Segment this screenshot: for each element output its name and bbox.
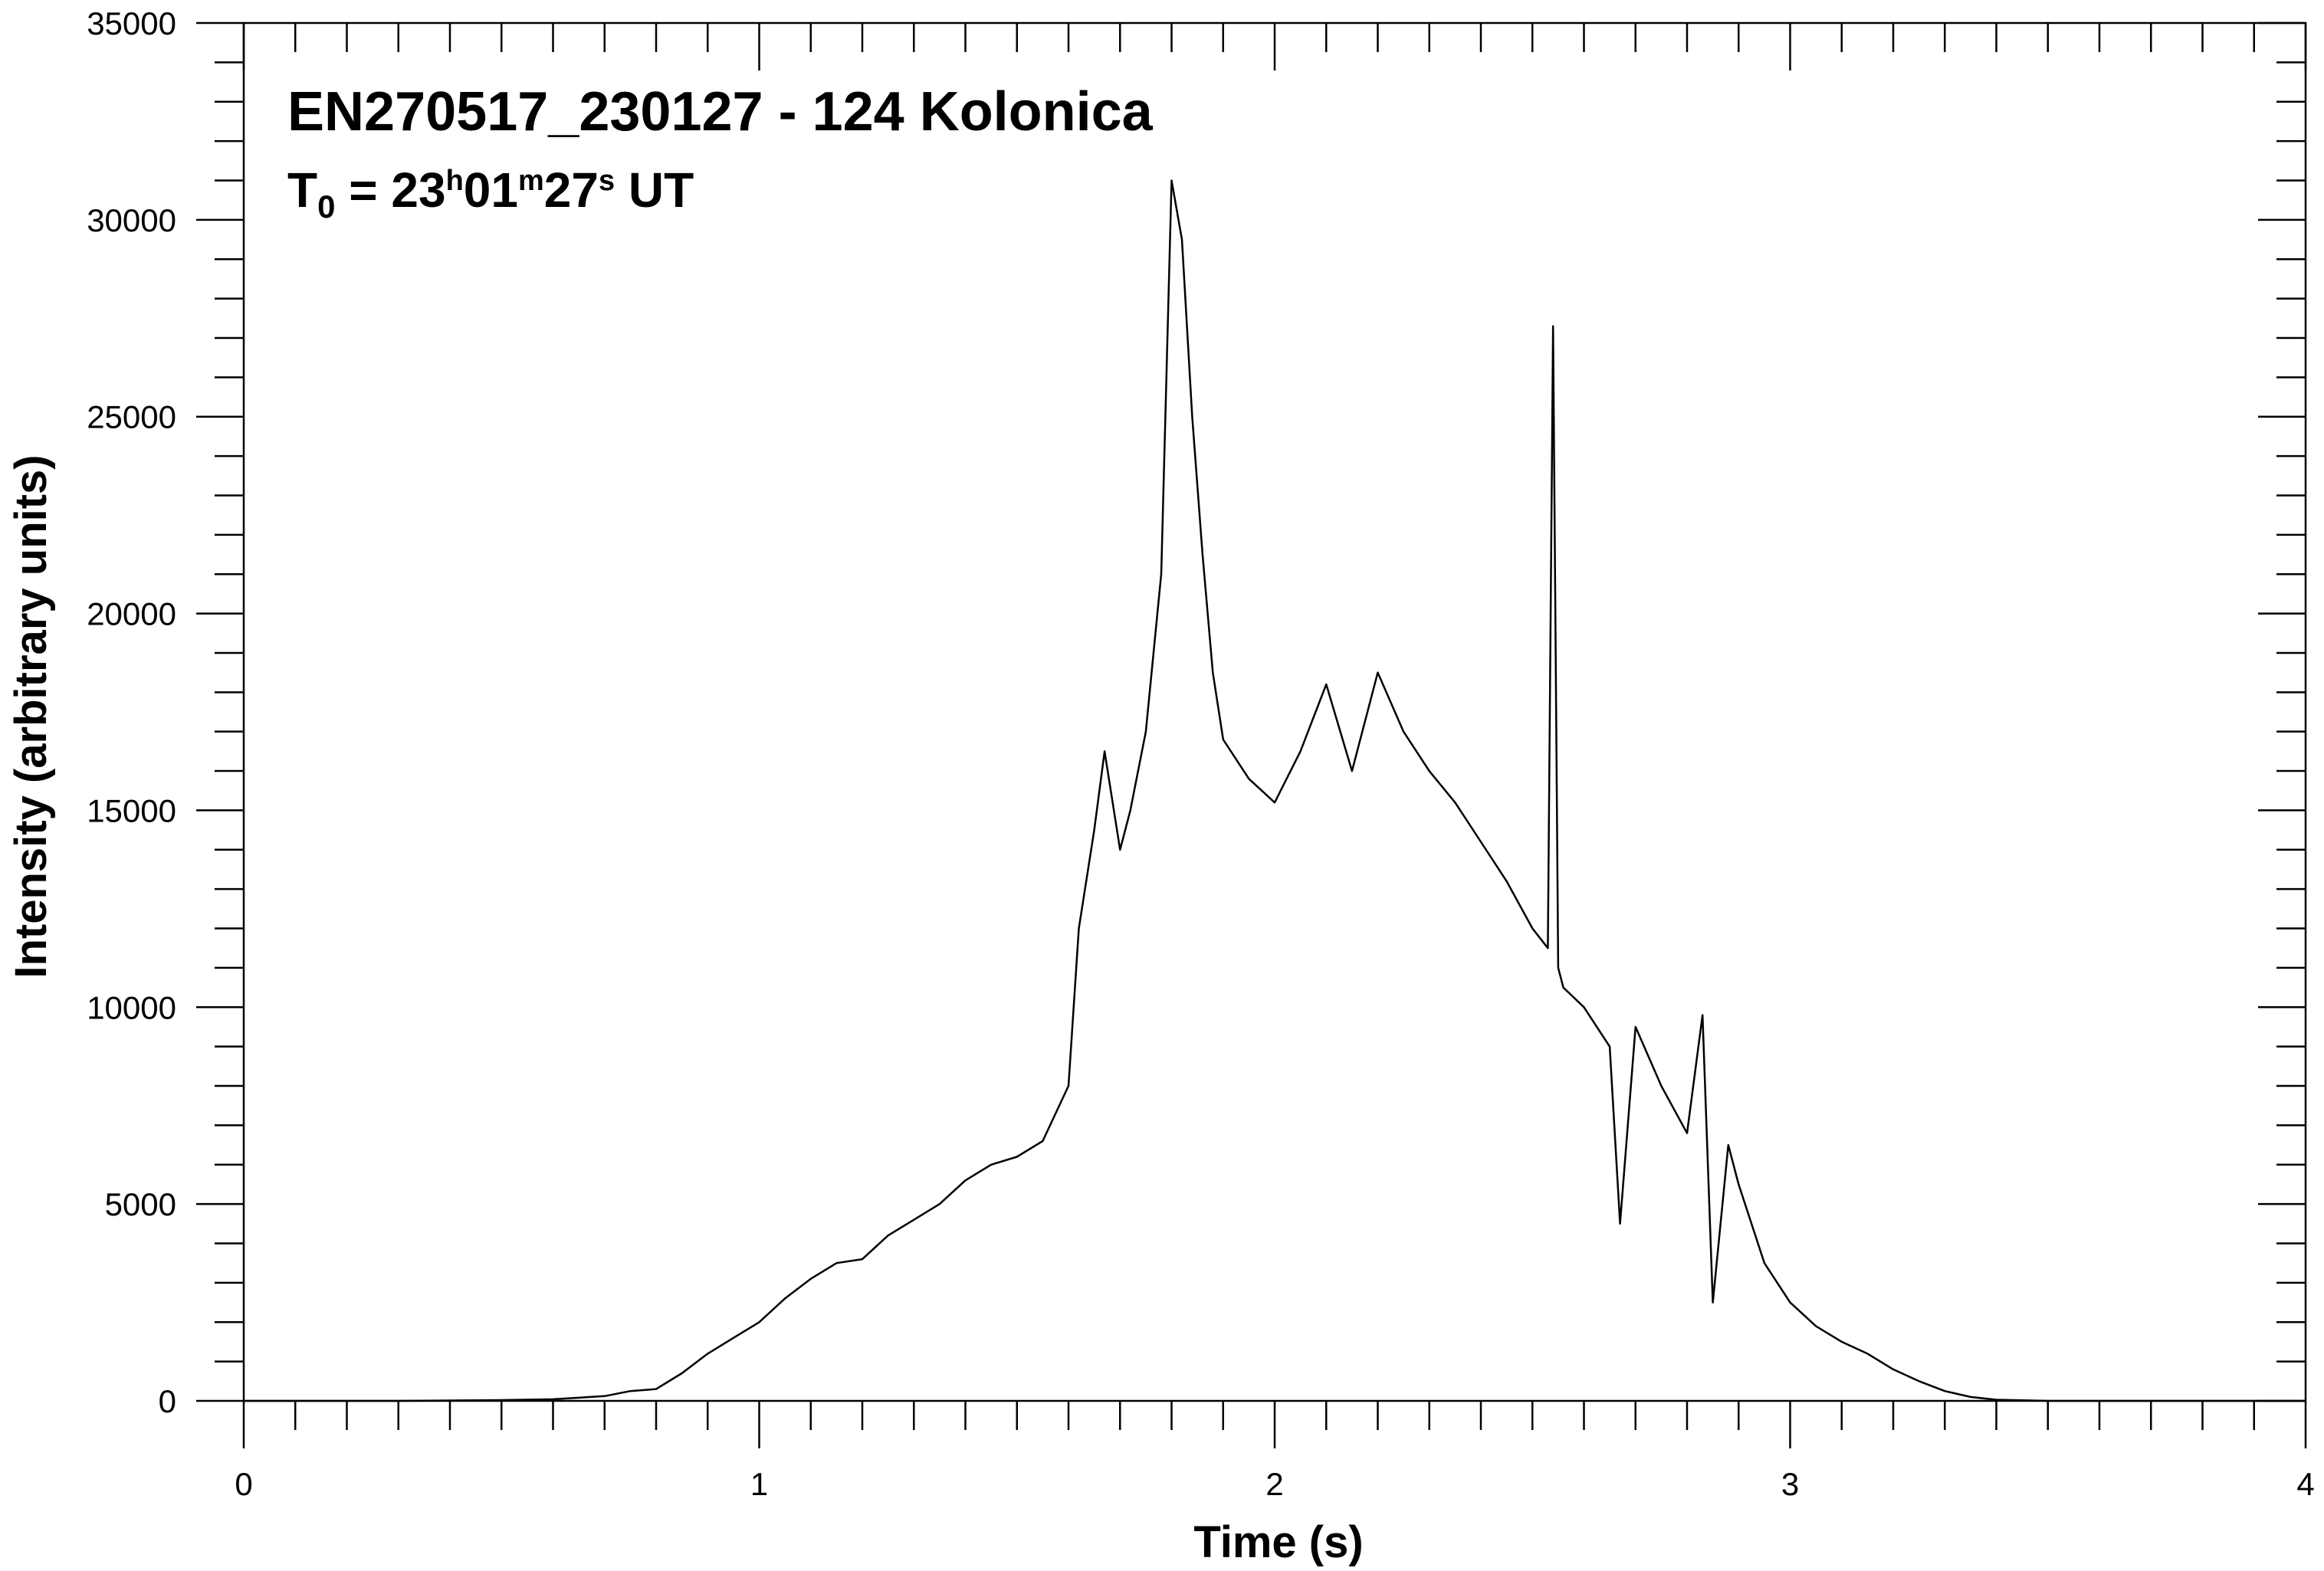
subtitle-minutes: 01: [464, 162, 518, 218]
y-axis-tick-labels: 0 5000 10000 15000 20000 25000 30000 35000: [87, 5, 176, 1419]
y-tick-label: 10000: [87, 989, 176, 1025]
subtitle-ut: UT: [615, 162, 694, 218]
subtitle-t-sub: 0: [317, 189, 335, 225]
x-tick-label: 1: [750, 1466, 768, 1502]
y-axis-ticks: [196, 21, 2306, 1402]
plot-frame: [242, 21, 2307, 1402]
plot-border: [242, 21, 2307, 1402]
y-tick-label: 5000: [105, 1186, 176, 1222]
subtitle-h-sup: h: [446, 165, 464, 197]
y-tick-label: 25000: [87, 399, 176, 435]
x-axis-tick-labels: 0 1 2 3 4: [235, 1466, 2314, 1502]
chart-subtitle: T0 = 23h01m27s UT: [287, 162, 694, 225]
x-axis-title: Time (s): [1193, 1517, 1363, 1567]
subtitle-t: T: [287, 162, 317, 218]
series-line: [244, 179, 2306, 1402]
y-tick-label: 15000: [87, 792, 176, 828]
x-tick-label: 2: [1265, 1466, 1283, 1502]
series-layer: [244, 179, 2306, 1402]
y-tick-label: 30000: [87, 202, 176, 238]
subtitle-s-sup: s: [599, 165, 615, 197]
subtitle-equals-hours: = 23: [335, 162, 445, 218]
x-tick-label: 4: [2296, 1466, 2314, 1502]
y-axis-title: Intensity (arbitrary units): [6, 454, 56, 978]
chart-title: EN270517_230127 - 124 Kolonica: [287, 81, 1154, 143]
x-tick-label: 3: [1781, 1466, 1799, 1502]
subtitle-m-sup: m: [518, 165, 544, 197]
y-tick-label: 0: [159, 1383, 176, 1419]
y-tick-label: 35000: [87, 5, 176, 41]
subtitle-seconds: 27: [544, 162, 599, 218]
x-tick-label: 0: [235, 1466, 252, 1502]
x-axis-ticks: [242, 23, 2307, 1448]
y-tick-label: 20000: [87, 596, 176, 632]
